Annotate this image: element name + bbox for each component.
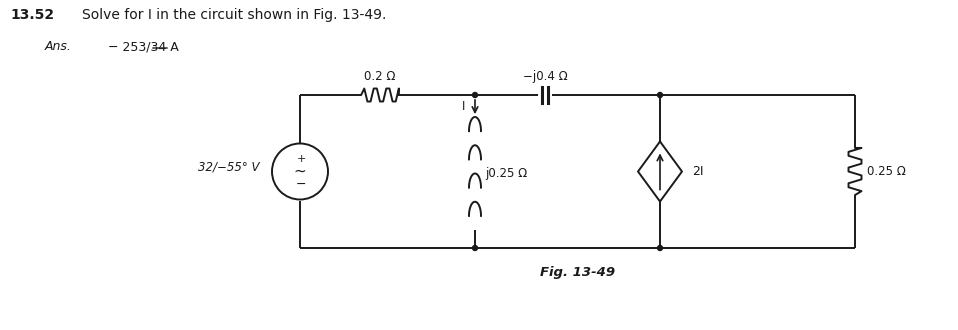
Text: 0.25 Ω: 0.25 Ω <box>867 165 906 178</box>
Text: ~: ~ <box>293 164 307 179</box>
Text: Ans.: Ans. <box>45 40 72 53</box>
Text: +: + <box>296 153 306 163</box>
Text: 32/−55° V: 32/−55° V <box>198 161 260 174</box>
Circle shape <box>472 246 477 250</box>
Circle shape <box>472 92 477 97</box>
Text: 13.52: 13.52 <box>10 8 54 22</box>
Text: j0.25 Ω: j0.25 Ω <box>485 167 527 180</box>
Circle shape <box>657 246 663 250</box>
Text: Solve for I in the circuit shown in Fig. 13-49.: Solve for I in the circuit shown in Fig.… <box>82 8 386 22</box>
Circle shape <box>657 92 663 97</box>
Text: Fig. 13-49: Fig. 13-49 <box>540 266 615 279</box>
Text: 2I: 2I <box>692 165 703 178</box>
Text: 0.2 Ω: 0.2 Ω <box>364 70 396 83</box>
Text: I: I <box>462 100 465 113</box>
Text: −j0.4 Ω: −j0.4 Ω <box>523 70 567 83</box>
Text: − 253/34 A: − 253/34 A <box>108 40 179 53</box>
Text: −: − <box>296 178 307 191</box>
